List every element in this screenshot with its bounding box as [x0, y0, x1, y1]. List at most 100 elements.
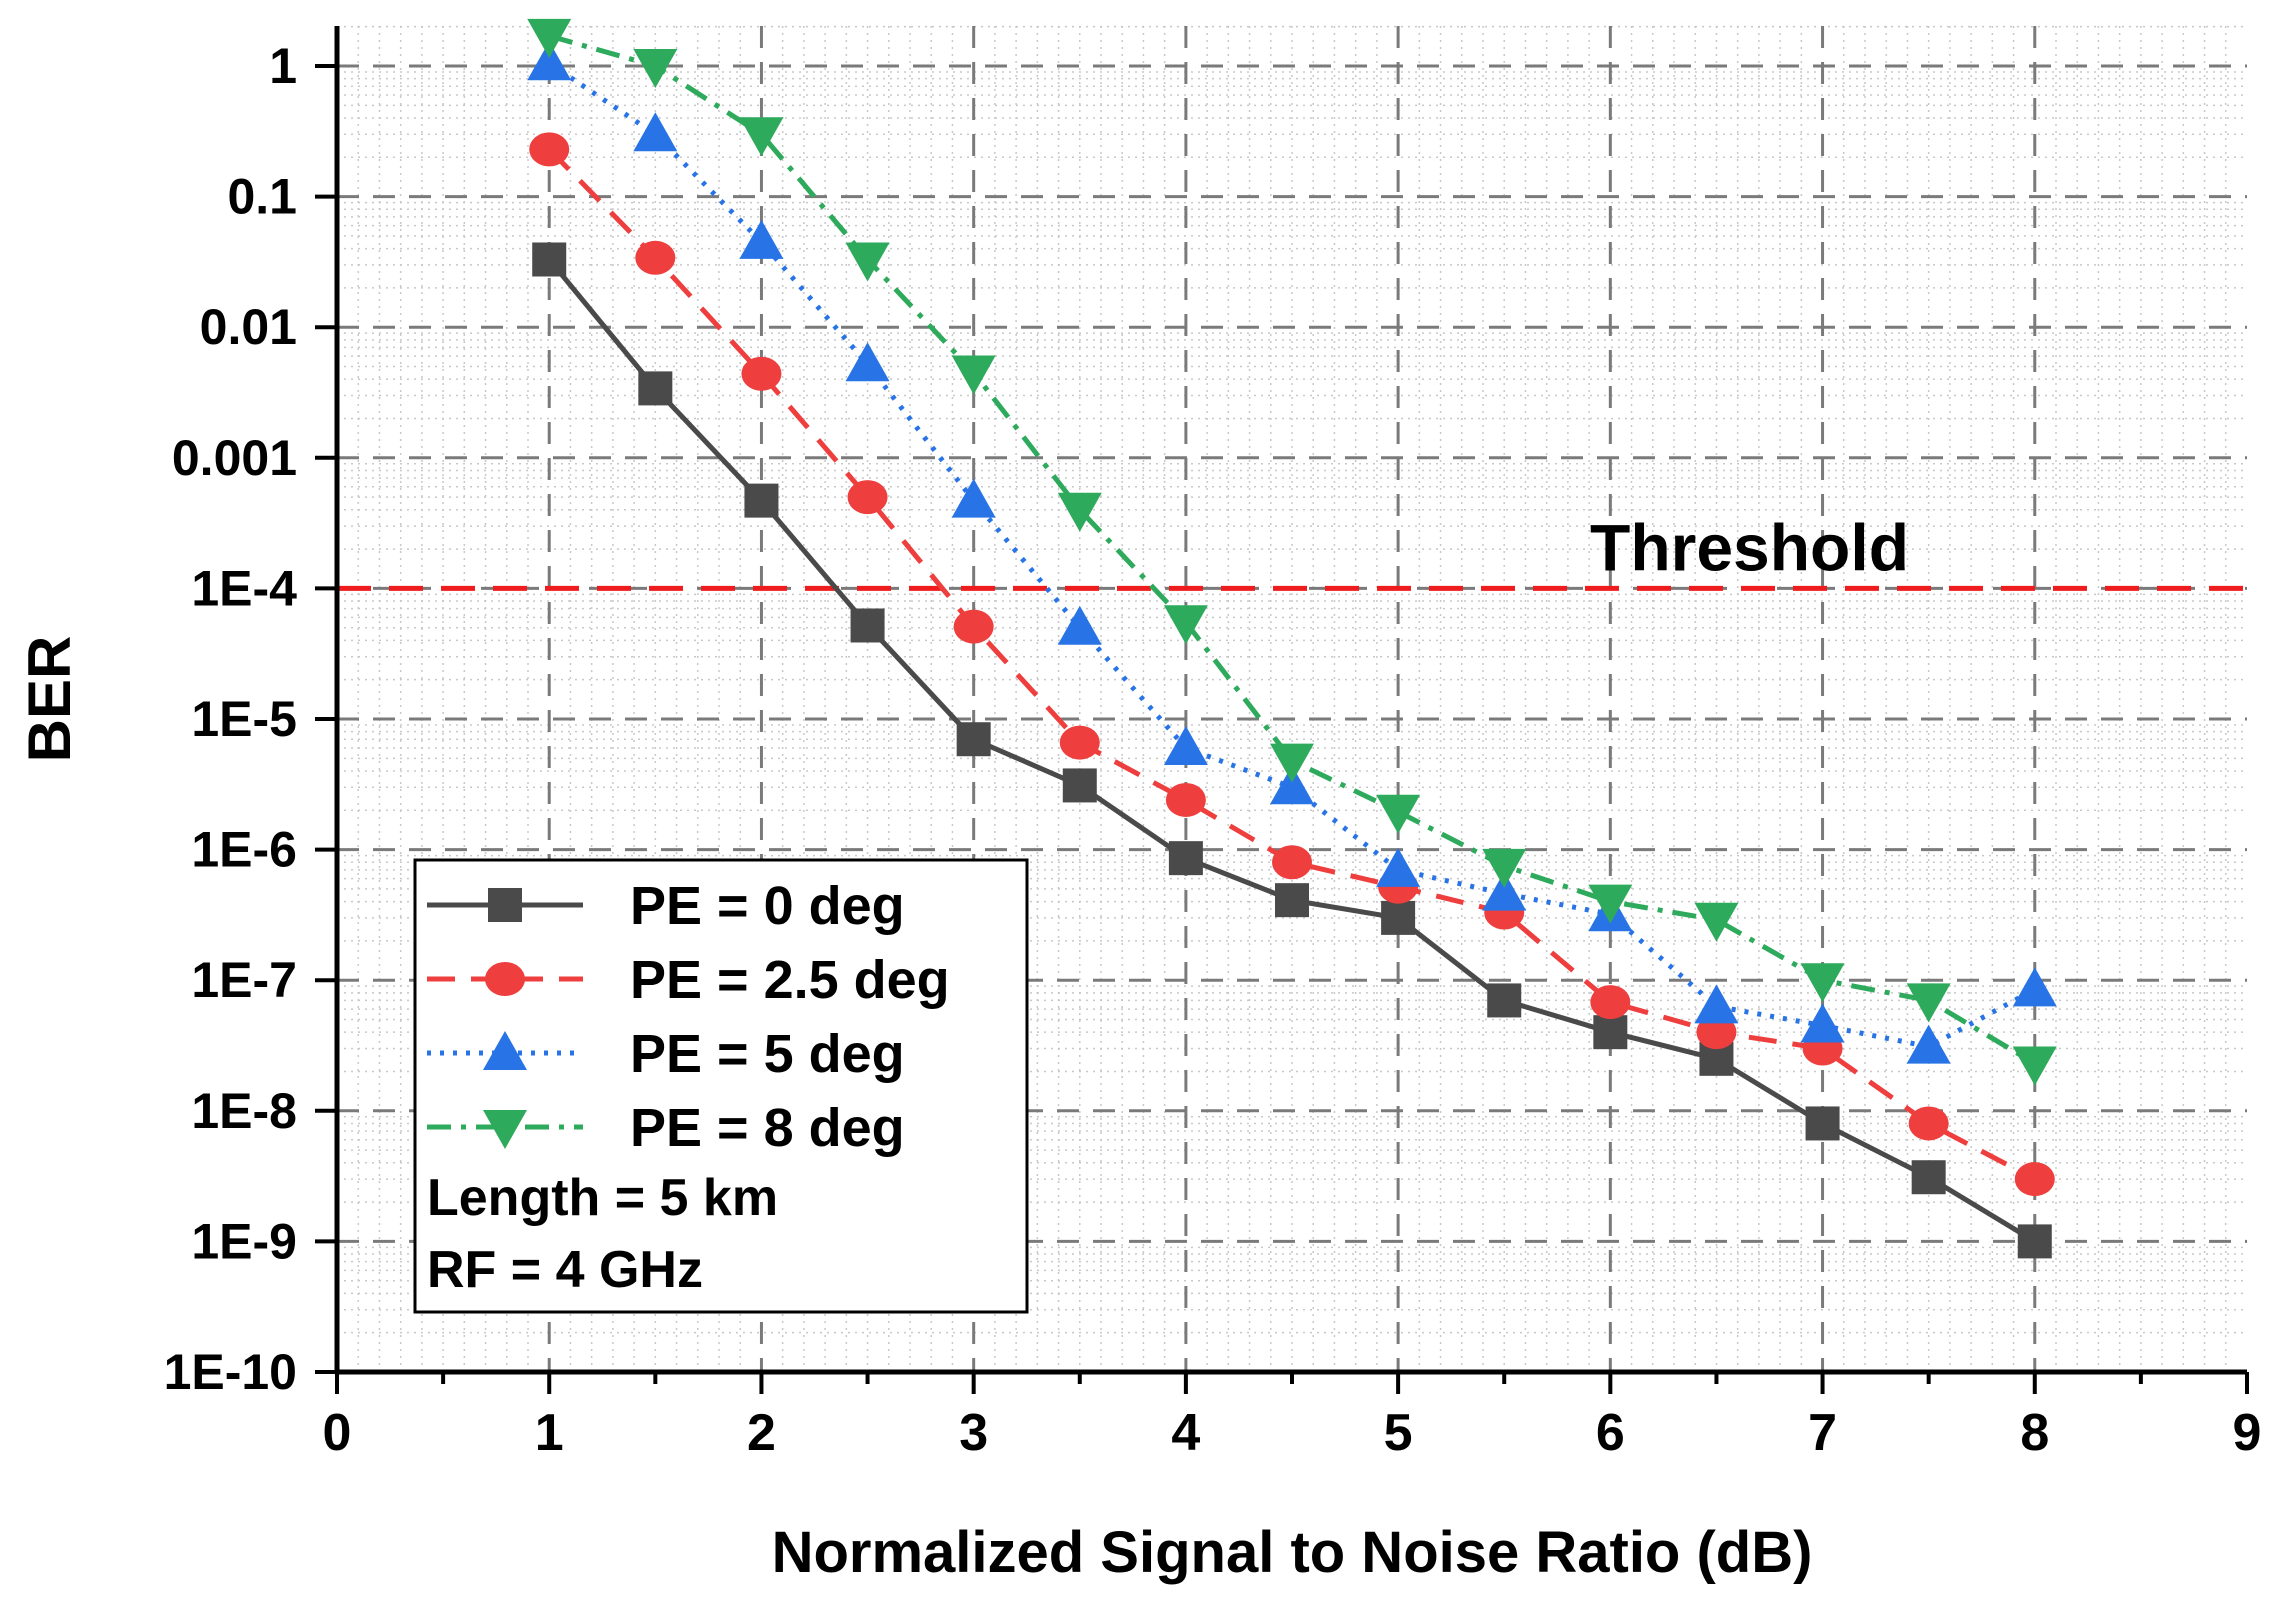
- data-point: [638, 371, 673, 406]
- data-point: [1057, 492, 1102, 532]
- y-tick-label: 1E-9: [191, 1213, 297, 1269]
- x-tick-label: 5: [1384, 1404, 1413, 1462]
- x-axis-title: Normalized Signal to Noise Ratio (dB): [772, 1520, 1813, 1585]
- legend-entry: PE = 0 deg: [427, 876, 905, 936]
- annotation-text: Length = 5 km: [427, 1169, 778, 1227]
- legend-marker: [483, 1110, 527, 1149]
- data-point: [1694, 984, 1739, 1024]
- data-point: [1057, 605, 1102, 645]
- data-point: [1270, 765, 1314, 805]
- axes: 0 1 2 3 4 5 6 7 8 9 1 0.1 0.01 0.001 1E-4 1E-5 1E-6 1E-7 1…: [164, 26, 2262, 1462]
- legend-marker: [488, 888, 522, 922]
- legend: PE = 0 deg PE = 2.5 deg PE = 5 deg PE = 8 d…: [413, 858, 1029, 1314]
- data-point: [850, 608, 885, 643]
- x-tick-label: 9: [2233, 1404, 2262, 1462]
- data-point: [845, 242, 890, 282]
- data-point: [951, 355, 996, 395]
- y-tick-label: 0.001: [172, 430, 297, 486]
- x-tick-label: 0: [323, 1404, 352, 1462]
- data-point: [1906, 983, 1951, 1023]
- data-point: [739, 219, 784, 259]
- y-tick-label: 1E-6: [191, 822, 297, 878]
- data-point: [527, 41, 572, 81]
- legend-entry: PE = 8 deg: [427, 1098, 905, 1158]
- y-tick-label: 1: [269, 38, 297, 94]
- data-point: [744, 483, 779, 518]
- annotation-text: RF = 4 GHz: [427, 1241, 703, 1299]
- data-point: [1059, 725, 1100, 760]
- data-point: [1694, 902, 1739, 942]
- data-point: [1275, 883, 1309, 918]
- data-point: [1163, 725, 1208, 765]
- data-point: [1800, 963, 1845, 1003]
- data-point: [1906, 1024, 1951, 1064]
- data-point: [532, 242, 567, 277]
- data-point: [1911, 1160, 1946, 1195]
- series-4: [527, 18, 2057, 1086]
- y-axis-title: BER: [16, 636, 83, 763]
- x-tick-label: 7: [1808, 1404, 1837, 1462]
- legend-marker: [483, 1031, 527, 1070]
- x-tick-label: 8: [2020, 1404, 2049, 1462]
- threshold-label: Threshold: [1590, 510, 1909, 584]
- series-1: [532, 242, 2052, 1259]
- data-point: [633, 112, 678, 152]
- data-point: [2012, 967, 2057, 1007]
- data-point: [951, 478, 996, 518]
- data-point: [1588, 884, 1633, 924]
- x-tick-label: 3: [959, 1404, 988, 1462]
- data-point: [1062, 768, 1097, 803]
- data-point: [953, 609, 994, 644]
- legend-label: PE = 0 deg: [630, 876, 905, 936]
- data-point: [741, 356, 782, 391]
- y-tick-label: 1E-4: [191, 560, 297, 616]
- data-point: [1168, 841, 1203, 876]
- legend-label: PE = 2.5 deg: [630, 950, 950, 1010]
- x-tick-label: 4: [1171, 1404, 1200, 1462]
- legend-label: PE = 8 deg: [630, 1098, 905, 1158]
- legend-label: PE = 5 deg: [630, 1024, 905, 1084]
- y-tick-label: 1E-8: [191, 1083, 297, 1139]
- y-tick-label: 1E-7: [191, 952, 297, 1008]
- data-point: [633, 49, 678, 88]
- data-point: [635, 240, 676, 275]
- data-point: [739, 117, 784, 157]
- data-point: [2012, 1046, 2057, 1086]
- data-point: [1163, 605, 1208, 645]
- data-point: [1482, 848, 1527, 888]
- legend-entry: PE = 2.5 deg: [427, 950, 950, 1010]
- data-point: [2014, 1162, 2055, 1197]
- data-point: [845, 342, 890, 382]
- series-group: [527, 18, 2057, 1259]
- data-point: [1800, 1003, 1845, 1043]
- series-3: [527, 41, 2057, 1064]
- legend-entry: PE = 5 deg: [427, 1024, 905, 1084]
- data-point: [1270, 743, 1314, 783]
- y-tick-label: 0.1: [227, 169, 297, 225]
- data-point: [2017, 1224, 2052, 1259]
- threshold-group: Threshold: [337, 510, 2247, 591]
- data-point: [847, 480, 888, 515]
- y-tick-label: 1E-5: [191, 691, 297, 747]
- data-point: [1590, 985, 1631, 1020]
- data-point: [1482, 871, 1527, 911]
- legend-box: [413, 858, 1029, 1314]
- data-point: [1487, 983, 1522, 1018]
- data-point: [1381, 900, 1416, 935]
- legend-marker: [485, 962, 525, 996]
- data-point: [956, 722, 991, 757]
- y-tick-label: 0.01: [200, 299, 297, 355]
- data-point: [1593, 1015, 1628, 1050]
- data-point: [529, 132, 570, 167]
- data-point: [1376, 847, 1421, 887]
- x-tick-label: 6: [1596, 1404, 1625, 1462]
- data-point: [1376, 794, 1421, 834]
- x-tick-label: 2: [747, 1404, 776, 1462]
- data-point: [1272, 845, 1312, 880]
- data-point: [527, 18, 572, 58]
- data-point: [1696, 1015, 1737, 1050]
- data-point: [1165, 782, 1206, 817]
- y-tick-label: 1E-10: [164, 1344, 297, 1400]
- data-point: [1908, 1106, 1949, 1141]
